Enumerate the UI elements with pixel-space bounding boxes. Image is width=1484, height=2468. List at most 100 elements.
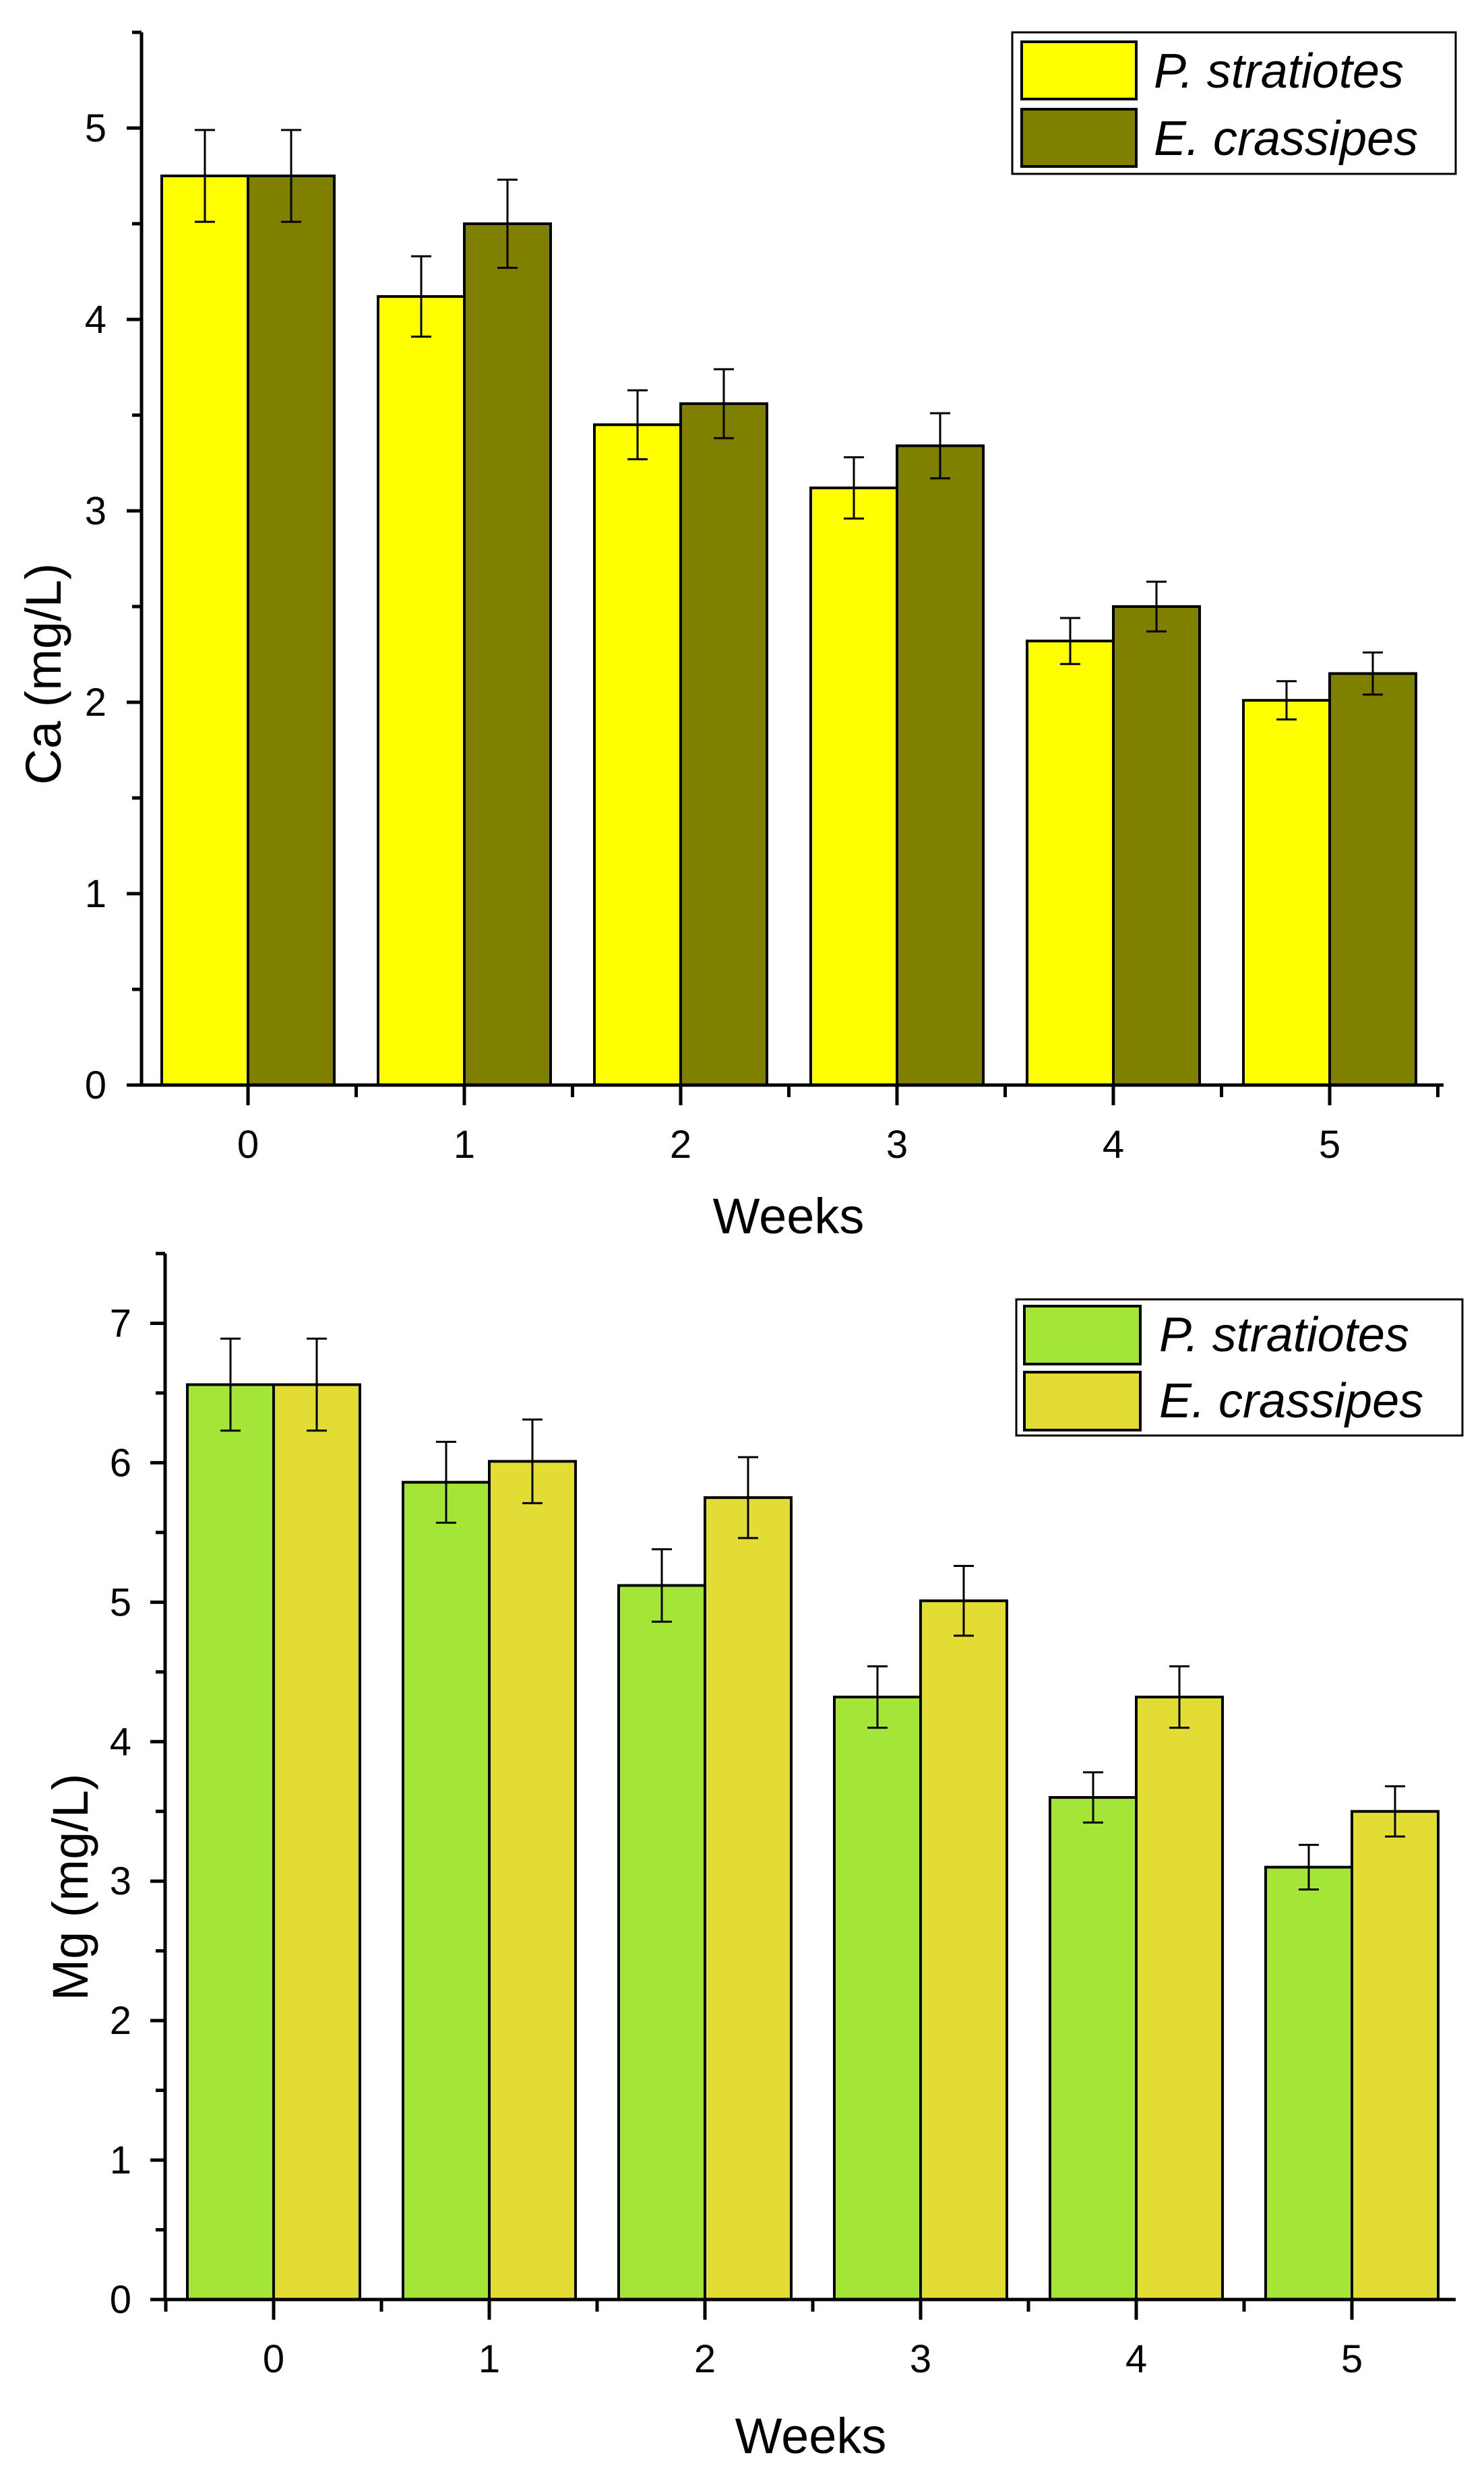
ca-bar-s0-week-2 bbox=[593, 423, 682, 1086]
ca-x-tick-label-5: 5 bbox=[1319, 1123, 1340, 1167]
ca-legend-swatch-p-stratiotes bbox=[1020, 40, 1138, 100]
mg-bar-s0-week-1 bbox=[402, 1481, 491, 2301]
ca-bar-s0-week-4 bbox=[1026, 640, 1115, 1086]
mg-bar-s1-week-1 bbox=[488, 1460, 577, 2301]
ca-y-tick-label-3: 3 bbox=[85, 489, 106, 533]
ca-error-bar-s1-week-3 bbox=[930, 412, 950, 480]
mg-bar-s0-week-4 bbox=[1049, 1796, 1138, 2302]
ca-bars bbox=[160, 175, 1417, 1087]
ca-error-bar-s1-week-5 bbox=[1363, 651, 1383, 696]
mg-bar-s0-week-2 bbox=[617, 1584, 706, 2301]
ca-y-tick-label-4: 4 bbox=[85, 298, 106, 342]
mg-x-tick-label-1: 1 bbox=[478, 2337, 500, 2381]
ca-bar-s0-week-5 bbox=[1242, 699, 1331, 1087]
mg-error-bar-s0-week-5 bbox=[1299, 1843, 1319, 1891]
ca-chart: 0 1 2 3 4 5 0 1 2 3 4 5 Weeks Ca (mg/L) P. stratio… bbox=[16, 30, 1457, 1244]
ca-error-bars bbox=[195, 129, 1383, 721]
mg-error-bar-s0-week-2 bbox=[652, 1548, 672, 1623]
ca-legend-swatch-e-crassipes bbox=[1020, 108, 1138, 168]
mg-y-ticks: 0 1 2 3 4 5 6 7 bbox=[110, 1252, 165, 2322]
ca-y-ticks: 0 1 2 3 4 5 bbox=[85, 30, 142, 1107]
mg-bar-s1-week-2 bbox=[704, 1496, 793, 2301]
mg-bar-s1-week-4 bbox=[1135, 1696, 1224, 2302]
mg-axes bbox=[163, 1254, 1456, 2302]
ca-error-bar-s1-week-2 bbox=[714, 368, 734, 439]
mg-y-tick-label-5: 5 bbox=[110, 1580, 131, 1624]
mg-error-bar-s0-week-1 bbox=[436, 1440, 456, 1524]
mg-y-tick-label-4: 4 bbox=[110, 1720, 131, 1764]
mg-x-tick-label-2: 2 bbox=[694, 2337, 716, 2381]
mg-y-tick-label-1: 1 bbox=[110, 2138, 131, 2182]
mg-bars bbox=[186, 1383, 1440, 2302]
ca-error-bar-s0-week-3 bbox=[844, 456, 864, 520]
mg-y-tick-label-7: 7 bbox=[110, 1301, 131, 1345]
mg-error-bar-s0-week-4 bbox=[1083, 1771, 1103, 1824]
mg-bar-s0-week-5 bbox=[1264, 1865, 1353, 2301]
ca-x-tick-label-1: 1 bbox=[454, 1123, 475, 1167]
ca-bar-s1-week-0 bbox=[247, 175, 336, 1086]
ca-error-bar-s1-week-0 bbox=[281, 129, 301, 223]
mg-error-bar-s1-week-3 bbox=[954, 1565, 974, 1637]
mg-error-bar-s1-week-4 bbox=[1169, 1665, 1189, 1729]
ca-y-tick-label-0: 0 bbox=[85, 1063, 106, 1107]
ca-x-tick-label-2: 2 bbox=[670, 1123, 691, 1167]
mg-y-axis-title: Mg (mg/L) bbox=[42, 1773, 98, 2000]
mg-x-tick-label-3: 3 bbox=[910, 2337, 931, 2381]
mg-legend: P. stratiotes E. crassipes bbox=[1015, 1298, 1464, 1437]
ca-bar-s1-week-1 bbox=[463, 222, 552, 1086]
ca-x-ticks: 0 1 2 3 4 5 bbox=[237, 1085, 1440, 1167]
mg-x-tick-label-0: 0 bbox=[263, 2337, 284, 2381]
mg-chart: 0 1 2 3 4 5 6 7 0 1 2 3 4 5 Weeks Mg (mg/L) P. strat… bbox=[42, 1252, 1464, 2464]
mg-bar-s0-week-0 bbox=[186, 1383, 275, 2301]
ca-error-bar-s1-week-4 bbox=[1146, 580, 1167, 633]
mg-x-ticks: 0 1 2 3 4 5 bbox=[164, 2300, 1363, 2381]
ca-bar-s1-week-4 bbox=[1112, 605, 1201, 1086]
ca-bar-s0-week-3 bbox=[809, 486, 898, 1086]
ca-x-tick-label-3: 3 bbox=[886, 1123, 908, 1167]
ca-legend-label-e-crassipes: E. crassipes bbox=[1154, 112, 1418, 166]
ca-error-bar-s0-week-0 bbox=[195, 129, 215, 223]
ca-error-bar-s1-week-1 bbox=[497, 179, 518, 269]
ca-y-axis-title: Ca (mg/L) bbox=[16, 563, 71, 785]
mg-y-tick-label-3: 3 bbox=[110, 1859, 131, 1903]
mg-y-tick-label-2: 2 bbox=[110, 1999, 131, 2043]
mg-x-tick-label-4: 4 bbox=[1125, 2337, 1147, 2381]
mg-x-tick-label-5: 5 bbox=[1341, 2337, 1363, 2381]
ca-bar-s0-week-0 bbox=[160, 175, 249, 1086]
mg-error-bar-s0-week-0 bbox=[220, 1337, 241, 1432]
mg-error-bar-s0-week-3 bbox=[867, 1665, 888, 1729]
mg-error-bar-s1-week-1 bbox=[522, 1418, 543, 1504]
ca-y-tick-label-2: 2 bbox=[85, 681, 106, 724]
mg-error-bars bbox=[220, 1337, 1405, 1891]
mg-bar-s1-week-3 bbox=[919, 1599, 1008, 2301]
mg-error-bar-s1-week-2 bbox=[738, 1456, 758, 1539]
mg-bar-s1-week-5 bbox=[1351, 1810, 1440, 2302]
mg-error-bar-s1-week-5 bbox=[1385, 1785, 1405, 1838]
mg-bar-s1-week-0 bbox=[272, 1383, 361, 2301]
ca-bar-s1-week-5 bbox=[1328, 672, 1417, 1086]
mg-legend-swatch-p-stratiotes bbox=[1023, 1305, 1142, 1365]
mg-legend-label-p-stratiotes: P. stratiotes bbox=[1159, 1308, 1409, 1362]
mg-legend-label-e-crassipes: E. crassipes bbox=[1159, 1374, 1423, 1428]
ca-error-bar-s0-week-5 bbox=[1276, 680, 1297, 721]
ca-bar-s1-week-3 bbox=[896, 444, 985, 1086]
ca-error-bar-s0-week-4 bbox=[1060, 617, 1080, 665]
ca-bar-s1-week-2 bbox=[679, 402, 768, 1086]
mg-legend-swatch-e-crassipes bbox=[1023, 1371, 1142, 1431]
ca-x-tick-label-0: 0 bbox=[237, 1123, 259, 1167]
mg-y-tick-label-0: 0 bbox=[110, 2278, 131, 2322]
ca-x-tick-label-4: 4 bbox=[1103, 1123, 1124, 1167]
ca-legend: P. stratiotes E. crassipes bbox=[1011, 31, 1457, 175]
mg-y-tick-label-6: 6 bbox=[110, 1441, 131, 1485]
ca-error-bar-s0-week-1 bbox=[411, 255, 431, 338]
ca-y-tick-label-5: 5 bbox=[85, 106, 106, 150]
ca-bar-s0-week-1 bbox=[377, 295, 466, 1086]
ca-x-axis-title: Weeks bbox=[713, 1188, 865, 1244]
ca-error-bar-s0-week-2 bbox=[627, 389, 648, 460]
ca-legend-label-p-stratiotes: P. stratiotes bbox=[1154, 44, 1404, 98]
mg-bar-s0-week-3 bbox=[833, 1696, 922, 2302]
ca-y-tick-label-1: 1 bbox=[85, 872, 106, 916]
mg-x-axis-title: Weeks bbox=[735, 2408, 887, 2464]
mg-error-bar-s1-week-0 bbox=[307, 1337, 327, 1432]
